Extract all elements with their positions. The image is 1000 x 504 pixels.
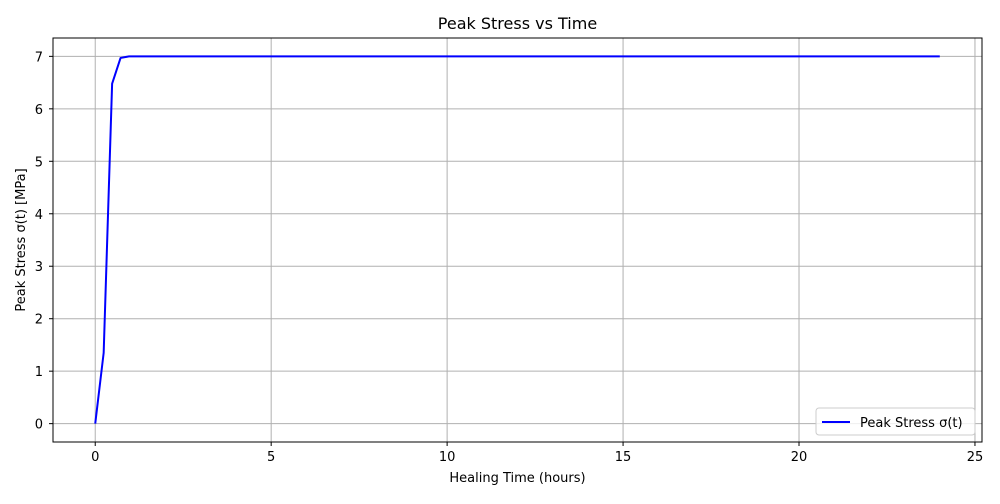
x-axis-label: Healing Time (hours) [449, 471, 585, 486]
y-tick-label: 4 [35, 208, 43, 223]
x-tick-label: 0 [91, 450, 99, 465]
y-tick-label: 7 [35, 50, 43, 65]
series-layer [94, 55, 940, 424]
plot-area-frame [52, 37, 983, 443]
y-tick-label: 3 [35, 260, 43, 275]
chart-title: Peak Stress vs Time [438, 14, 597, 33]
series-line-0 [94, 55, 940, 424]
y-axis-label: Peak Stress σ(t) [MPa] [14, 168, 29, 311]
y-tick-label: 0 [35, 418, 43, 433]
legend: Peak Stress σ(t) [815, 407, 976, 436]
ticks-layer: 0 5 10 15 20 25 0 1 2 3 4 5 6 7 [35, 50, 984, 465]
legend-entry-label: Peak Stress σ(t) [860, 416, 963, 431]
y-tick-label: 5 [35, 155, 43, 170]
y-tick-label: 6 [35, 103, 43, 118]
legend-box [815, 407, 976, 436]
x-tick-label: 15 [615, 450, 632, 465]
y-tick-label: 2 [35, 313, 43, 328]
x-tick-label: 20 [791, 450, 808, 465]
x-tick-label: 10 [439, 450, 456, 465]
y-tick-label: 1 [35, 365, 43, 380]
grid-layer [53, 38, 982, 442]
x-tick-label: 25 [967, 450, 984, 465]
x-tick-label: 5 [267, 450, 275, 465]
